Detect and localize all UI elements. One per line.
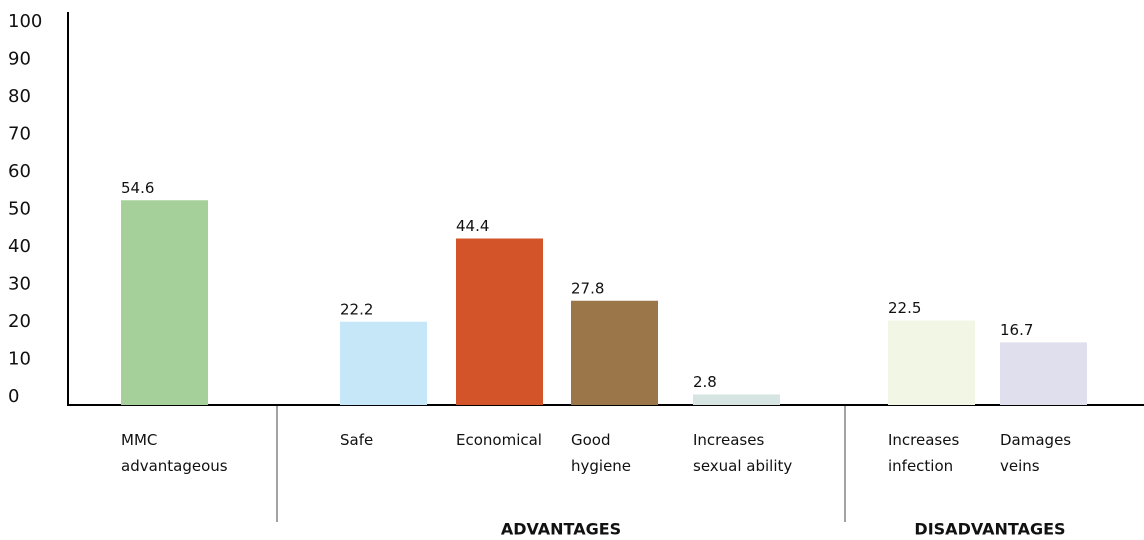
value-label: 2.8 [693,373,717,391]
value-label: 22.5 [888,299,921,317]
value-label: 16.7 [1000,321,1033,339]
y-tick-label: 0 [8,386,19,407]
x-tick-label: Increases sexual ability [693,431,793,475]
x-tick-label: Good hygiene [571,431,632,475]
x-tick-label: MMC advantageous [121,431,228,475]
y-tick-label: 60 [8,161,31,182]
bar [693,394,780,405]
y-tick-label: 70 [8,124,31,145]
y-tick-label: 50 [8,199,31,220]
y-tick-label: 20 [8,311,31,332]
value-label: 44.4 [456,217,489,235]
group-label: DISADVANTAGES [914,520,1065,539]
value-label: 22.2 [340,300,373,318]
y-tick-label: 100 [8,11,42,32]
x-tick-label: Increases infection [888,431,960,475]
group-label: ADVANTAGES [501,520,621,539]
x-tick-label: Safe [340,431,374,449]
x-tick-label: Damages veins [1000,431,1072,475]
x-tick-label: Economical [456,431,542,449]
bar [1000,342,1087,405]
bar [456,238,543,405]
y-tick-label: 30 [8,274,31,295]
y-tick-label: 10 [8,349,31,370]
bar [121,200,208,405]
y-tick-label: 80 [8,86,31,107]
y-tick-label: 90 [8,49,31,70]
value-label: 27.8 [571,279,604,297]
bar [888,320,975,405]
y-tick-label: 40 [8,236,31,257]
value-label: 54.6 [121,179,154,197]
bar [340,321,427,405]
bar [571,300,658,405]
